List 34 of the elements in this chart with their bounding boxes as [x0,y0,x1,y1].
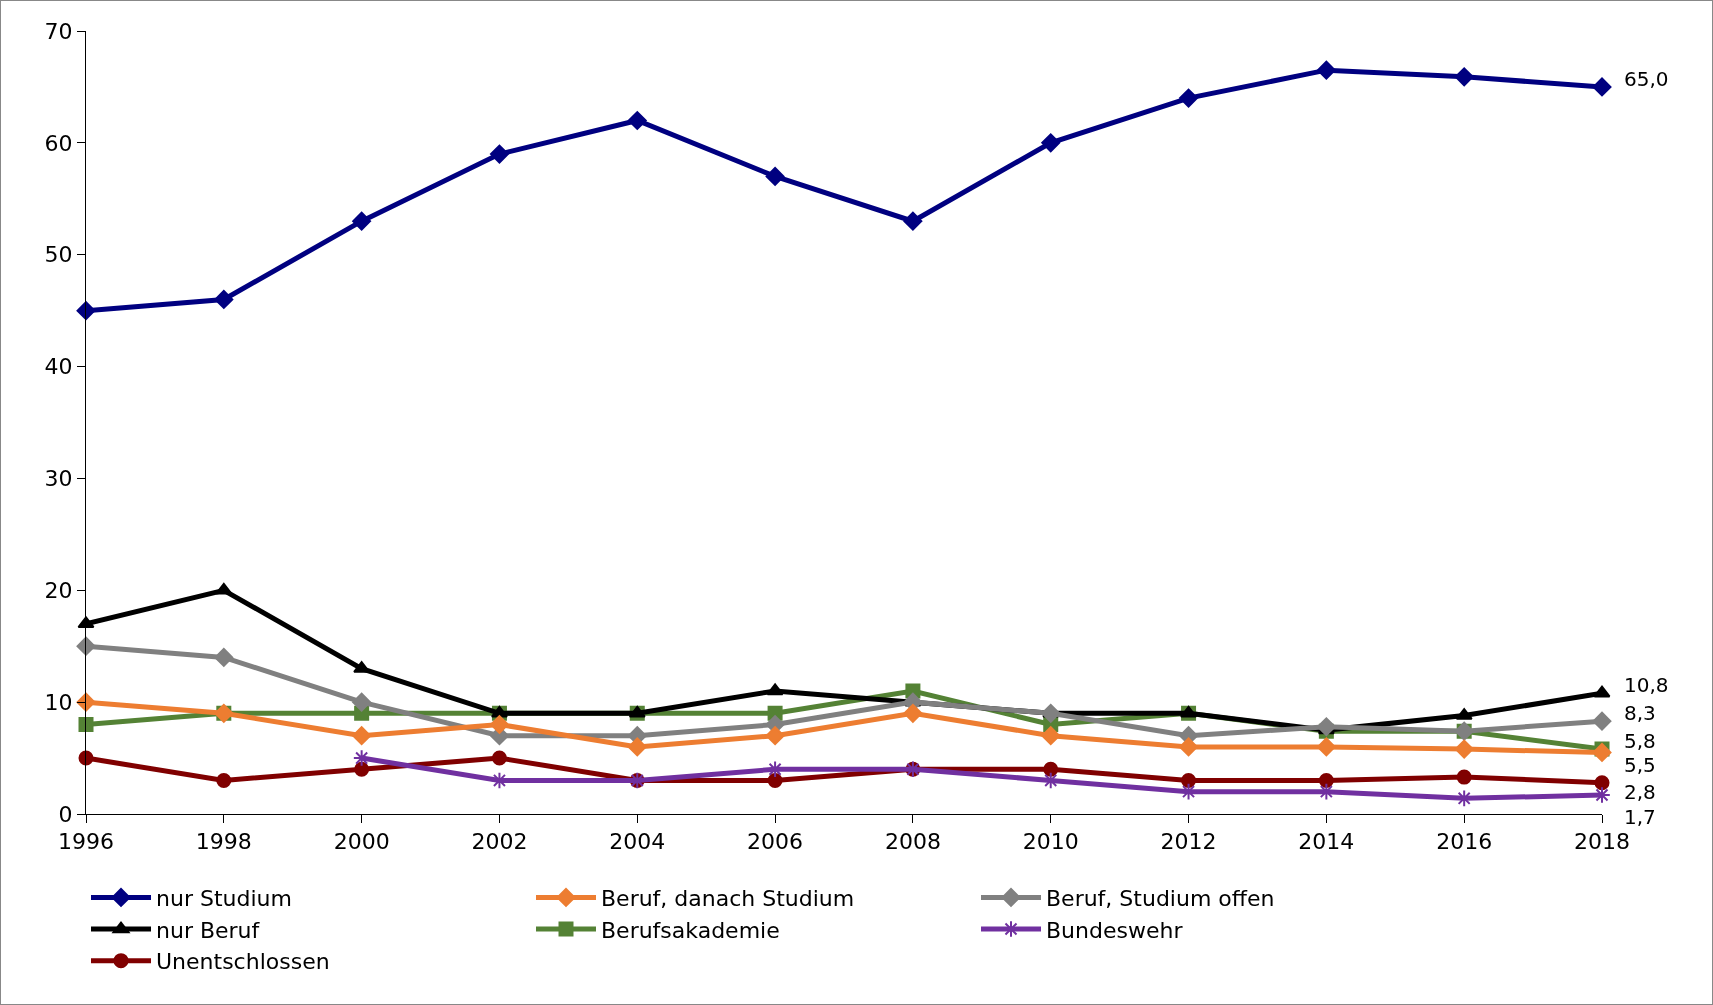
legend-label: Beruf, Studium offen [1046,886,1275,912]
y-tick-label: 40 [44,354,73,380]
y-tick-label: 30 [44,466,73,492]
x-tick-label: 2018 [1574,829,1630,855]
legend-label: Unentschlossen [156,949,330,975]
data-label: 8,3 [1624,701,1656,725]
legend-label: nur Studium [156,886,292,912]
x-tick-label: 2010 [1022,829,1079,855]
x-tick-label: 1996 [58,829,114,855]
x-tick-label: 1998 [195,829,252,855]
data-label: 5,8 [1624,729,1656,753]
x-tick-label: 2006 [747,829,804,855]
x-tick-label: 2008 [884,829,941,855]
legend-label: Berufsakademie [601,917,780,943]
x-tick-label: 2004 [609,829,666,855]
data-label: 5,5 [1624,753,1656,777]
y-tick-label: 20 [44,577,73,603]
y-tick-label: 50 [44,242,73,268]
x-tick-label: 2002 [471,829,528,855]
data-label: 2,8 [1624,780,1656,804]
x-tick-label: 2012 [1160,829,1217,855]
x-tick-label: 2016 [1436,829,1493,855]
legend-label: nur Beruf [156,917,261,943]
y-tick-label: 70 [44,18,73,44]
x-tick-label: 2000 [333,829,390,855]
data-label: 65,0 [1624,67,1669,91]
y-tick-label: 10 [44,689,73,715]
y-tick-label: 0 [58,801,73,827]
data-label: 1,7 [1624,805,1656,829]
data-label: 10,8 [1624,673,1669,697]
y-tick-label: 60 [44,130,73,156]
legend-label: Beruf, danach Studium [601,886,855,912]
legend-label: Bundeswehr [1046,917,1184,943]
x-tick-label: 2014 [1298,829,1355,855]
